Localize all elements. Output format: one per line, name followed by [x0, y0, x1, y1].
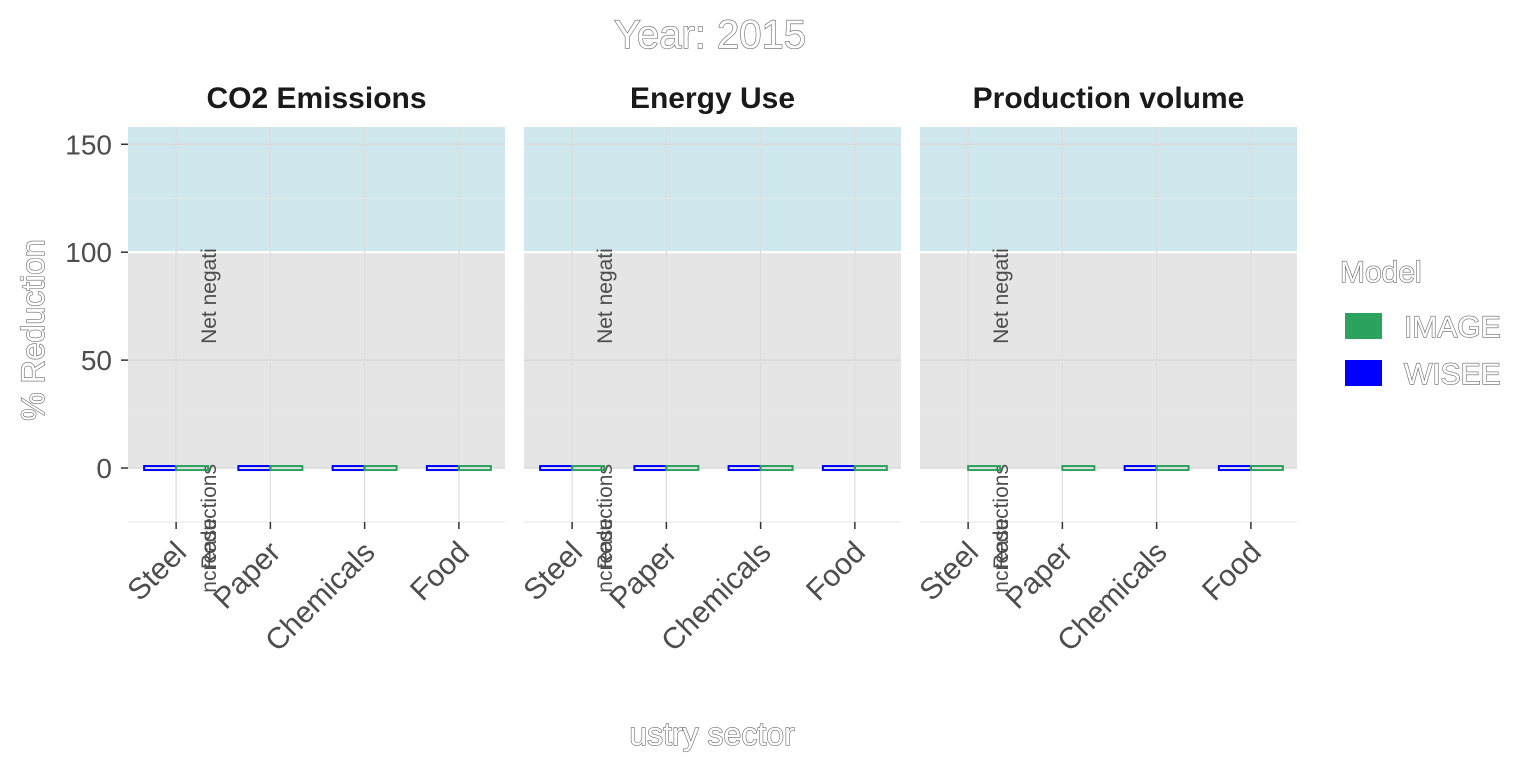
x-tick-label: Steel — [517, 536, 589, 608]
region-label: ncrease — [990, 518, 1013, 593]
bar-image — [759, 465, 794, 472]
y-tick-label: 150 — [65, 129, 112, 160]
panel-2: Production volume Net negati Reductionsncr… — [913, 82, 1297, 658]
region-band — [524, 127, 901, 253]
x-tick-label: Food — [404, 536, 476, 608]
panel-title: Energy Use — [630, 82, 795, 115]
bar-image — [665, 465, 700, 472]
region-label: Net negati — [990, 248, 1013, 344]
legend: Model IMAGE WISEE — [1339, 255, 1501, 391]
region-label: Net negati — [198, 248, 221, 344]
region-band — [128, 127, 505, 253]
region-band — [920, 127, 1297, 253]
region-band — [524, 468, 901, 522]
region-band — [920, 468, 1297, 522]
panel-1: Energy Use Net negati ReductionsncreaseSte… — [517, 82, 901, 658]
region-label: Reductions — [198, 464, 221, 569]
panel-title: CO2 Emissions — [206, 82, 426, 115]
legend-title: Model — [1340, 256, 1422, 289]
legend-label: WISEE — [1404, 358, 1501, 391]
y-axis-title: % Reduction — [15, 239, 51, 420]
x-tick-label: Steel — [913, 536, 985, 608]
region-band — [128, 468, 505, 522]
bar-image — [269, 465, 304, 472]
chart-title: Year: 2015 — [614, 13, 806, 57]
legend-key-wisee — [1345, 360, 1382, 386]
region-label: ncrease — [594, 518, 617, 593]
region-label: ncrease — [198, 518, 221, 593]
bar-image — [175, 465, 210, 472]
bar-image — [457, 465, 492, 472]
bar-image — [1249, 465, 1284, 472]
bar-image — [853, 465, 888, 472]
x-tick-label: Steel — [121, 536, 193, 608]
x-tick-label: Food — [800, 536, 872, 608]
region-label: Reductions — [594, 464, 617, 569]
bar-image — [1155, 465, 1190, 472]
y-tick-label: 0 — [96, 453, 112, 484]
x-axis-title: ustry sector — [629, 716, 795, 752]
x-tick-label: Food — [1196, 536, 1268, 608]
y-tick-label: 100 — [65, 237, 112, 268]
y-axis: 0 50 100 150 — [65, 129, 128, 484]
legend-key-image — [1345, 313, 1382, 339]
bar-image — [1061, 465, 1096, 472]
bar-image — [967, 465, 1002, 472]
bar-image — [363, 465, 398, 472]
region-label: Reductions — [990, 464, 1013, 569]
panel-title: Production volume — [973, 82, 1245, 115]
legend-label: IMAGE — [1404, 311, 1501, 344]
y-tick-label: 50 — [81, 345, 112, 376]
region-label: Net negati — [594, 248, 617, 344]
panel-0: CO2 Emissions Net negati Reductionsncrease… — [121, 82, 505, 658]
bar-image — [571, 465, 606, 472]
